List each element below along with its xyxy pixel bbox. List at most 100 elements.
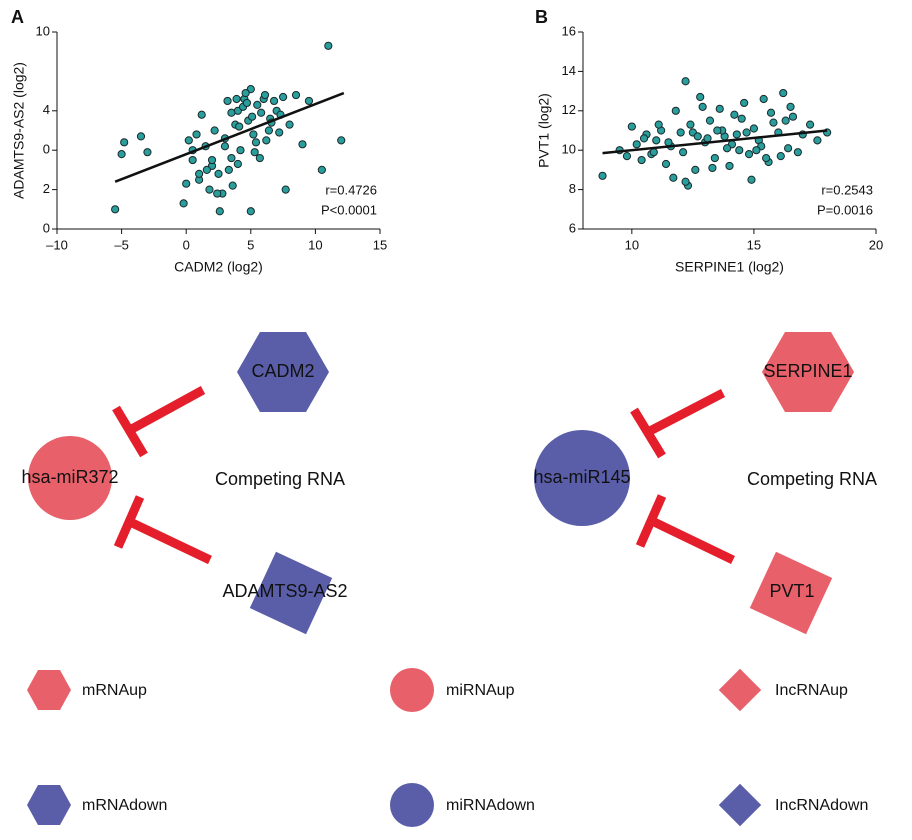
point [637, 155, 646, 165]
diagram: CADM2 hsa-miR372 ADAMTS9-AS2 SERPINE1 hs… [21, 332, 877, 635]
point [260, 90, 270, 100]
point [215, 207, 224, 216]
point [813, 136, 822, 145]
point [207, 155, 217, 165]
point [304, 96, 314, 106]
point [324, 41, 333, 50]
point [781, 116, 790, 125]
x-tick-label: –5 [114, 237, 128, 252]
node-label: CADM2 [251, 361, 314, 381]
y-axis-title: ADAMTS9-AS2 (log2) [11, 62, 27, 199]
point [195, 169, 204, 178]
legend-label: IncRNAdown [775, 797, 868, 814]
point [664, 138, 673, 147]
point [769, 118, 778, 127]
point [253, 100, 262, 109]
x-tick-label: 15 [747, 237, 761, 252]
legend-label: mRNAdown [82, 797, 167, 814]
point [627, 122, 636, 131]
point [725, 161, 734, 171]
point [251, 138, 261, 147]
point [752, 146, 761, 155]
node-label: ADAMTS9-AS2 [222, 581, 347, 601]
point [213, 189, 222, 198]
point [279, 92, 288, 102]
point [698, 102, 707, 111]
point [681, 77, 690, 86]
point [188, 155, 197, 165]
point [249, 130, 258, 139]
point [779, 88, 788, 98]
legend-hexagon-blue [27, 785, 71, 825]
y-tick-label: 2 [43, 181, 50, 196]
point [762, 153, 771, 163]
point [669, 173, 678, 182]
point [255, 153, 264, 163]
note: Competing RNA [215, 469, 345, 489]
y-tick-label: 10 [562, 142, 576, 157]
point [223, 96, 232, 106]
point [179, 199, 188, 208]
x-tick-label: 10 [308, 237, 322, 252]
x-tick-label: 15 [373, 237, 387, 252]
y-tick-label: 14 [562, 63, 576, 78]
point [766, 108, 776, 117]
point [192, 130, 201, 139]
point [210, 126, 219, 135]
x-axis-title: SERPINE1 (log2) [675, 259, 784, 275]
y-tick-label: 8 [569, 181, 576, 196]
point [788, 112, 798, 121]
point [264, 126, 273, 135]
legend-label: IncRNAup [775, 682, 848, 699]
point [639, 134, 649, 143]
legend-hexagon-red [27, 670, 71, 710]
arrow [645, 389, 726, 436]
diamond-blue [249, 551, 333, 635]
point [759, 94, 768, 104]
diamond-red [749, 551, 833, 635]
point [232, 94, 241, 104]
y-tick-label: 4 [43, 102, 50, 117]
point [298, 140, 307, 149]
y-axis-title: PVT1 (log2) [536, 93, 552, 168]
point [214, 169, 223, 178]
point [257, 108, 266, 117]
point [776, 152, 785, 161]
panel-label: A [11, 7, 24, 27]
point [686, 120, 695, 129]
point [679, 148, 688, 157]
point [233, 159, 242, 169]
point [275, 128, 284, 137]
point [250, 148, 259, 157]
point [715, 104, 724, 113]
point [632, 140, 641, 149]
point [337, 136, 346, 145]
arrow-bar [635, 494, 667, 548]
point [693, 132, 702, 141]
point [671, 106, 680, 115]
point [793, 148, 802, 157]
point [136, 132, 146, 141]
point [622, 152, 632, 161]
point [649, 148, 658, 157]
point [681, 177, 690, 186]
point [747, 175, 756, 184]
legend-circle-blue [390, 783, 434, 827]
arrow [126, 516, 212, 565]
point [696, 92, 705, 102]
circle-red [28, 436, 112, 520]
point [269, 96, 279, 106]
node-label: SERPINE1 [763, 361, 852, 381]
point [705, 116, 715, 125]
note: Competing RNA [747, 469, 877, 489]
point [224, 165, 233, 174]
y-tick-label: 10 [36, 23, 50, 38]
point [236, 146, 245, 155]
point [661, 159, 671, 169]
legend-circle-red [390, 668, 434, 712]
point [735, 146, 744, 155]
legend-diamond-blue [718, 783, 762, 827]
x-axis-title: CADM2 (log2) [174, 259, 263, 275]
